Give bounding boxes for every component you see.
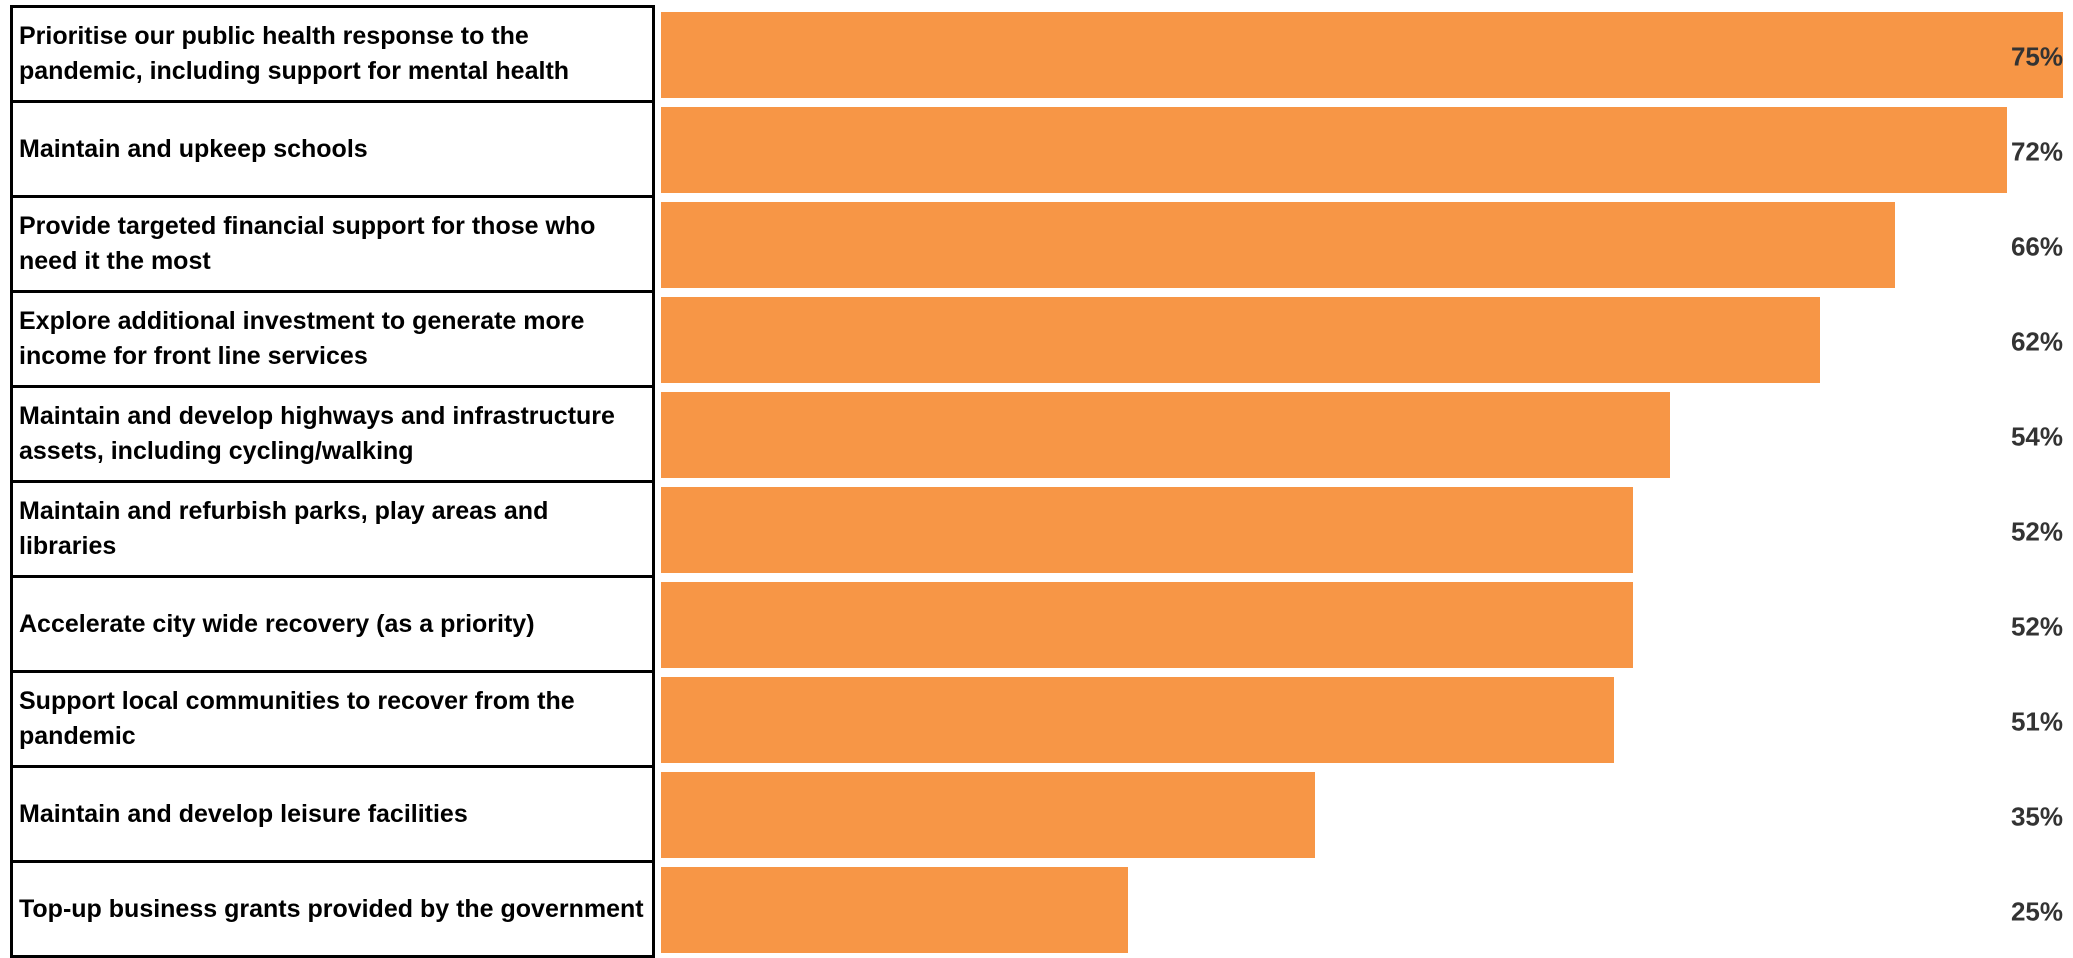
value-label: 52%: [2010, 516, 2063, 546]
bar: [661, 106, 2007, 193]
value-label: 52%: [2010, 611, 2063, 641]
category-label: Maintain and refurbish parks, play areas…: [10, 483, 655, 578]
value-label: 35%: [2010, 801, 2063, 831]
category-label: Prioritise our public health response to…: [10, 5, 655, 103]
bar: [661, 581, 1634, 668]
bar: [661, 866, 1129, 953]
value-label: 66%: [2010, 231, 2063, 261]
value-label: 62%: [2010, 326, 2063, 356]
category-label: Maintain and develop highways and infras…: [10, 388, 655, 483]
bar: [661, 296, 1820, 383]
category-label: Explore additional investment to generat…: [10, 293, 655, 388]
bar: [661, 11, 2063, 98]
category-label: Accelerate city wide recovery (as a prio…: [10, 578, 655, 673]
value-label: 72%: [2010, 136, 2063, 166]
bar: [661, 486, 1634, 573]
value-label: 51%: [2010, 706, 2063, 736]
bar: [661, 391, 1671, 478]
category-label: Top-up business grants provided by the g…: [10, 863, 655, 958]
value-label: 75%: [2010, 41, 2063, 71]
category-label: Maintain and develop leisure facilities: [10, 768, 655, 863]
category-label: Maintain and upkeep schools: [10, 103, 655, 198]
value-label: 54%: [2010, 421, 2063, 451]
category-label: Provide targeted financial support for t…: [10, 198, 655, 293]
category-label: Support local communities to recover fro…: [10, 673, 655, 768]
bar: [661, 771, 1316, 858]
bar: [661, 676, 1615, 763]
bar: [661, 201, 1895, 288]
value-label: 25%: [2010, 896, 2063, 926]
